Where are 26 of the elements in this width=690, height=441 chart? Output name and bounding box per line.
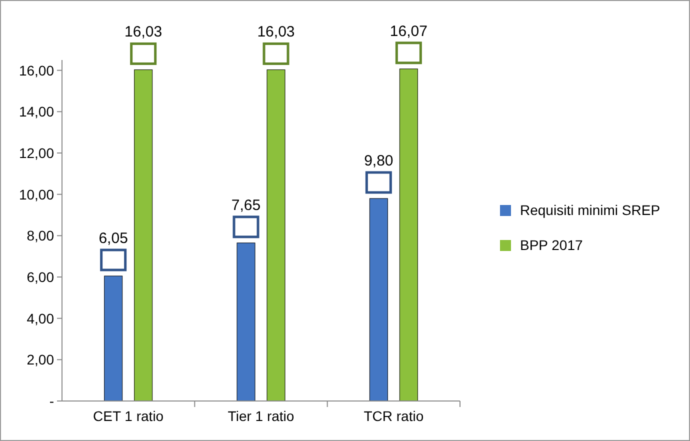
data-label: 7,65 <box>231 196 261 214</box>
bar <box>104 276 123 402</box>
data-label: 16,07 <box>390 22 428 40</box>
data-label: 16,03 <box>124 24 162 41</box>
y-tick-label: 16,00 <box>18 62 54 78</box>
x-tick-label: CET 1 ratio <box>93 408 164 424</box>
y-tick-label: 4,00 <box>26 310 54 326</box>
data-label: 9,80 <box>364 152 394 170</box>
y-tick-label: 8,00 <box>26 228 54 244</box>
y-tick-label: 14,00 <box>18 104 54 120</box>
y-tick-label: 2,00 <box>26 352 54 368</box>
data-label: 6,05 <box>98 230 128 247</box>
data-label: 16,03 <box>257 24 295 41</box>
x-tick-label: TCR ratio <box>364 408 424 424</box>
bar <box>266 69 286 402</box>
legend-label: Requisiti minimi SREP <box>520 202 660 218</box>
x-tick-label: Tier 1 ratio <box>228 408 294 424</box>
legend-label: BPP 2017 <box>520 237 584 253</box>
y-tick-label: 12,00 <box>18 145 54 161</box>
y-tick-label: 6,00 <box>26 269 54 285</box>
y-tick-label: - <box>49 393 54 409</box>
bar <box>399 68 418 402</box>
bar <box>369 198 388 402</box>
y-tick-label: 10,00 <box>18 186 54 202</box>
bar <box>134 69 153 402</box>
bar <box>236 242 256 402</box>
